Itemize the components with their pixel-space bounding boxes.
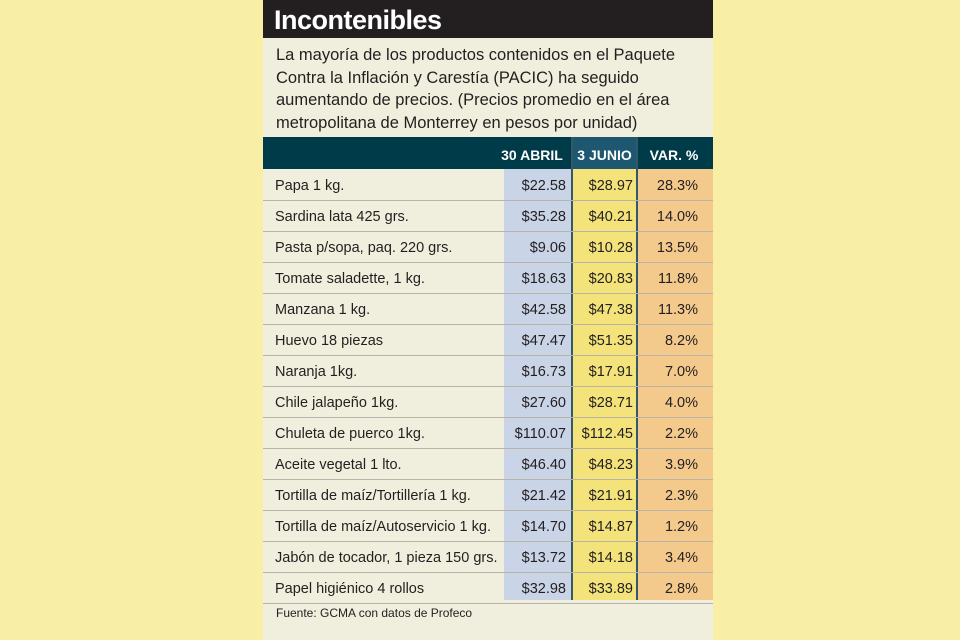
product-cell: Pasta p/sopa, paq. 220 grs. xyxy=(275,240,453,256)
variation-cell: 7.0% xyxy=(664,364,698,380)
title-bar xyxy=(263,0,713,38)
april-header-cell xyxy=(504,137,571,169)
variation-cell: 13.5% xyxy=(656,240,698,256)
june-price-cell: $112.45 xyxy=(581,426,633,442)
variation-cell: 8.2% xyxy=(664,333,698,349)
table-row: Tortilla de maíz/Autoservicio 1 kg. $14.7… xyxy=(263,511,713,542)
column-header-june: 3 JUNIO xyxy=(577,147,632,163)
table-row: Huevo 18 piezas $47.47 $51.35 8.2% xyxy=(263,325,713,356)
variation-cell: 3.4% xyxy=(664,550,698,566)
column-header-var: VAR. % xyxy=(649,147,699,163)
june-price-cell: $47.38 xyxy=(588,302,633,318)
june-price-cell: $10.28 xyxy=(588,240,633,256)
june-price-cell: $17.91 xyxy=(588,364,633,380)
product-cell: Huevo 18 piezas xyxy=(275,333,384,349)
var-header-cell xyxy=(638,137,713,169)
variation-cell: 14.0% xyxy=(656,209,698,225)
table-row: Jabón de tocador, 1 pieza 150 grs. $13.72… xyxy=(263,542,713,573)
source-note: Fuente: GCMA con datos de Profeco xyxy=(276,606,473,620)
april-price-cell: $35.28 xyxy=(521,209,566,225)
april-price-cell: $27.60 xyxy=(521,395,566,411)
product-cell: Manzana 1 kg. xyxy=(275,302,371,318)
table-row: Chile jalapeño 1kg. $27.60 $28.71 4.0% xyxy=(263,387,713,418)
infographic-title: Incontenibles xyxy=(274,5,442,35)
table-row: Aceite vegetal 1 lto. $46.40 $48.23 3.9% xyxy=(263,449,713,480)
variation-cell: 11.3% xyxy=(657,302,698,318)
june-column-band xyxy=(571,137,638,600)
table-row: Papa 1 kg. $22.58 $28.97 28.3% xyxy=(263,170,713,201)
product-cell: Naranja 1kg. xyxy=(275,364,358,380)
column-header-april: 30 ABRIL xyxy=(501,147,563,163)
table-row: Sardina lata 425 grs. $35.28 $40.21 14.0% xyxy=(263,201,713,232)
june-price-cell: $51.35 xyxy=(588,333,633,349)
variation-cell: 28.3% xyxy=(656,178,698,194)
table-row: Manzana 1 kg. $42.58 $47.38 11.3% xyxy=(263,294,713,325)
product-cell: Tomate saladette, 1 kg. xyxy=(275,271,425,287)
april-price-cell: $14.70 xyxy=(521,519,566,535)
april-column-band xyxy=(504,137,571,600)
product-cell: Tortilla de maíz/Autoservicio 1 kg. xyxy=(275,519,491,535)
product-cell: Tortilla de maíz/Tortillería 1 kg. xyxy=(275,488,471,504)
table-row: Tortilla de maíz/Tortillería 1 kg. $21.42… xyxy=(263,480,713,511)
june-price-cell: $28.97 xyxy=(588,178,633,194)
april-price-cell: $42.58 xyxy=(521,302,566,318)
april-price-cell: $16.73 xyxy=(521,364,566,380)
product-cell: Sardina lata 425 grs. xyxy=(275,209,409,225)
april-price-cell: $21.42 xyxy=(521,488,566,504)
table-row: Papel higiénico 4 rollos $32.98 $33.89 2.8% xyxy=(263,573,713,604)
april-price-cell: $18.63 xyxy=(521,271,566,287)
variation-cell: 1.2% xyxy=(664,519,698,535)
product-cell: Jabón de tocador, 1 pieza 150 grs. xyxy=(275,550,498,566)
variation-cell: 2.8% xyxy=(664,581,698,597)
table-row: Chuleta de puerco 1kg. $110.07 $112.45 2.2% xyxy=(263,418,713,449)
april-price-cell: $110.07 xyxy=(514,426,566,442)
variation-cell: 2.3% xyxy=(664,488,698,504)
table-row: Tomate saladette, 1 kg. $18.63 $20.83 11.8% xyxy=(263,263,713,294)
var-column-band xyxy=(638,137,713,600)
product-cell: Papel higiénico 4 rollos xyxy=(275,581,425,597)
april-price-cell: $13.72 xyxy=(521,550,566,566)
june-price-cell: $28.71 xyxy=(588,395,633,411)
june-price-cell: $33.89 xyxy=(588,581,633,597)
june-price-cell: $21.91 xyxy=(588,488,633,504)
infographic-subtitle: La mayoría de los productos contenidos e… xyxy=(276,46,676,132)
june-price-cell: $20.83 xyxy=(588,271,633,287)
variation-cell: 11.8% xyxy=(657,271,698,287)
product-cell: Aceite vegetal 1 lto. xyxy=(275,457,402,473)
table-row: Pasta p/sopa, paq. 220 grs. $9.06 $10.28 13… xyxy=(263,232,713,263)
variation-cell: 4.0% xyxy=(664,395,698,411)
june-price-cell: $48.23 xyxy=(588,457,633,473)
variation-cell: 3.9% xyxy=(664,457,698,473)
june-header-cell xyxy=(571,137,638,169)
april-price-cell: $22.58 xyxy=(521,178,566,194)
april-price-cell: $9.06 xyxy=(529,240,566,256)
june-price-cell: $40.21 xyxy=(588,209,633,225)
june-price-cell: $14.87 xyxy=(588,519,633,535)
product-cell: Chuleta de puerco 1kg. xyxy=(275,426,425,442)
product-cell: Chile jalapeño 1kg. xyxy=(275,395,399,411)
april-price-cell: $46.40 xyxy=(521,457,566,473)
table-row: Naranja 1kg. $16.73 $17.91 7.0% xyxy=(263,356,713,387)
june-price-cell: $14.18 xyxy=(588,550,633,566)
april-price-cell: $32.98 xyxy=(521,581,566,597)
variation-cell: 2.2% xyxy=(664,426,698,442)
april-price-cell: $47.47 xyxy=(521,333,566,349)
product-cell: Papa 1 kg. xyxy=(275,178,345,194)
